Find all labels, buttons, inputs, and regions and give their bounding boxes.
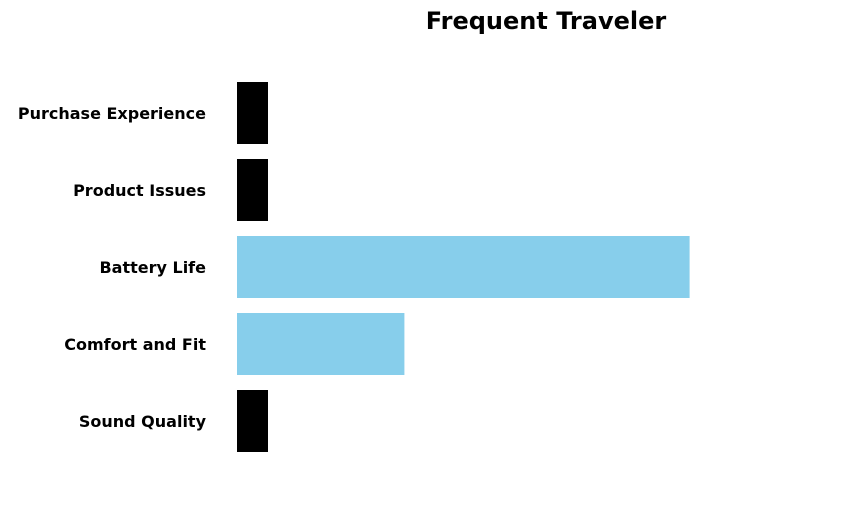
chart-title: Frequent Traveler [426,7,667,35]
y-tick-label-product-issues: Product Issues [73,181,206,200]
y-tick-label-comfort-and-fit: Comfort and Fit [64,335,206,354]
bar-comfort-and-fit [237,313,405,375]
y-tick-label-battery-life: Battery Life [99,258,206,277]
bar-product-issues [237,159,268,221]
bar-sound-quality [237,390,268,452]
y-tick-label-purchase-experience: Purchase Experience [18,104,206,123]
bar-battery-life [237,236,690,298]
plot-area: Sound Quality Comfort and Fit Battery Life… [18,82,690,452]
bar-purchase-experience [237,82,268,144]
y-tick-label-sound-quality: Sound Quality [79,412,207,431]
